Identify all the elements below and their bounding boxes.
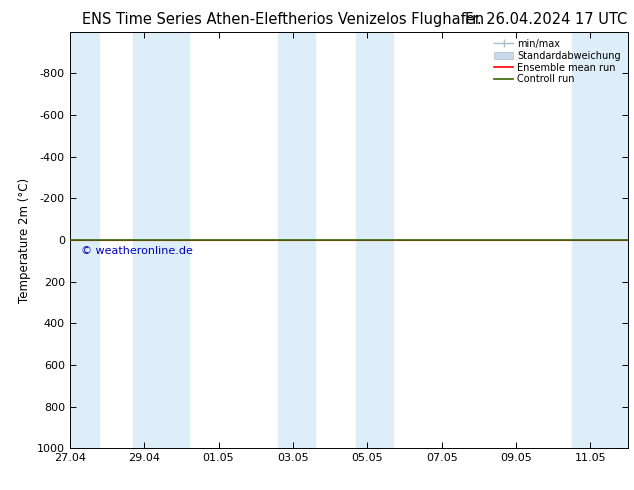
- Legend: min/max, Standardabweichung, Ensemble mean run, Controll run: min/max, Standardabweichung, Ensemble me…: [492, 37, 623, 86]
- Bar: [278, 32, 315, 448]
- Text: © weatheronline.de: © weatheronline.de: [81, 246, 193, 256]
- Bar: [133, 32, 189, 448]
- Text: ENS Time Series Athen-Eleftherios Venizelos Flughafen: ENS Time Series Athen-Eleftherios Venize…: [82, 12, 484, 27]
- Text: Fr. 26.04.2024 17 UTC: Fr. 26.04.2024 17 UTC: [465, 12, 628, 27]
- Y-axis label: Temperature 2m (°C): Temperature 2m (°C): [18, 177, 31, 303]
- Bar: [356, 32, 393, 448]
- Bar: [70, 32, 100, 448]
- Bar: [572, 32, 634, 448]
